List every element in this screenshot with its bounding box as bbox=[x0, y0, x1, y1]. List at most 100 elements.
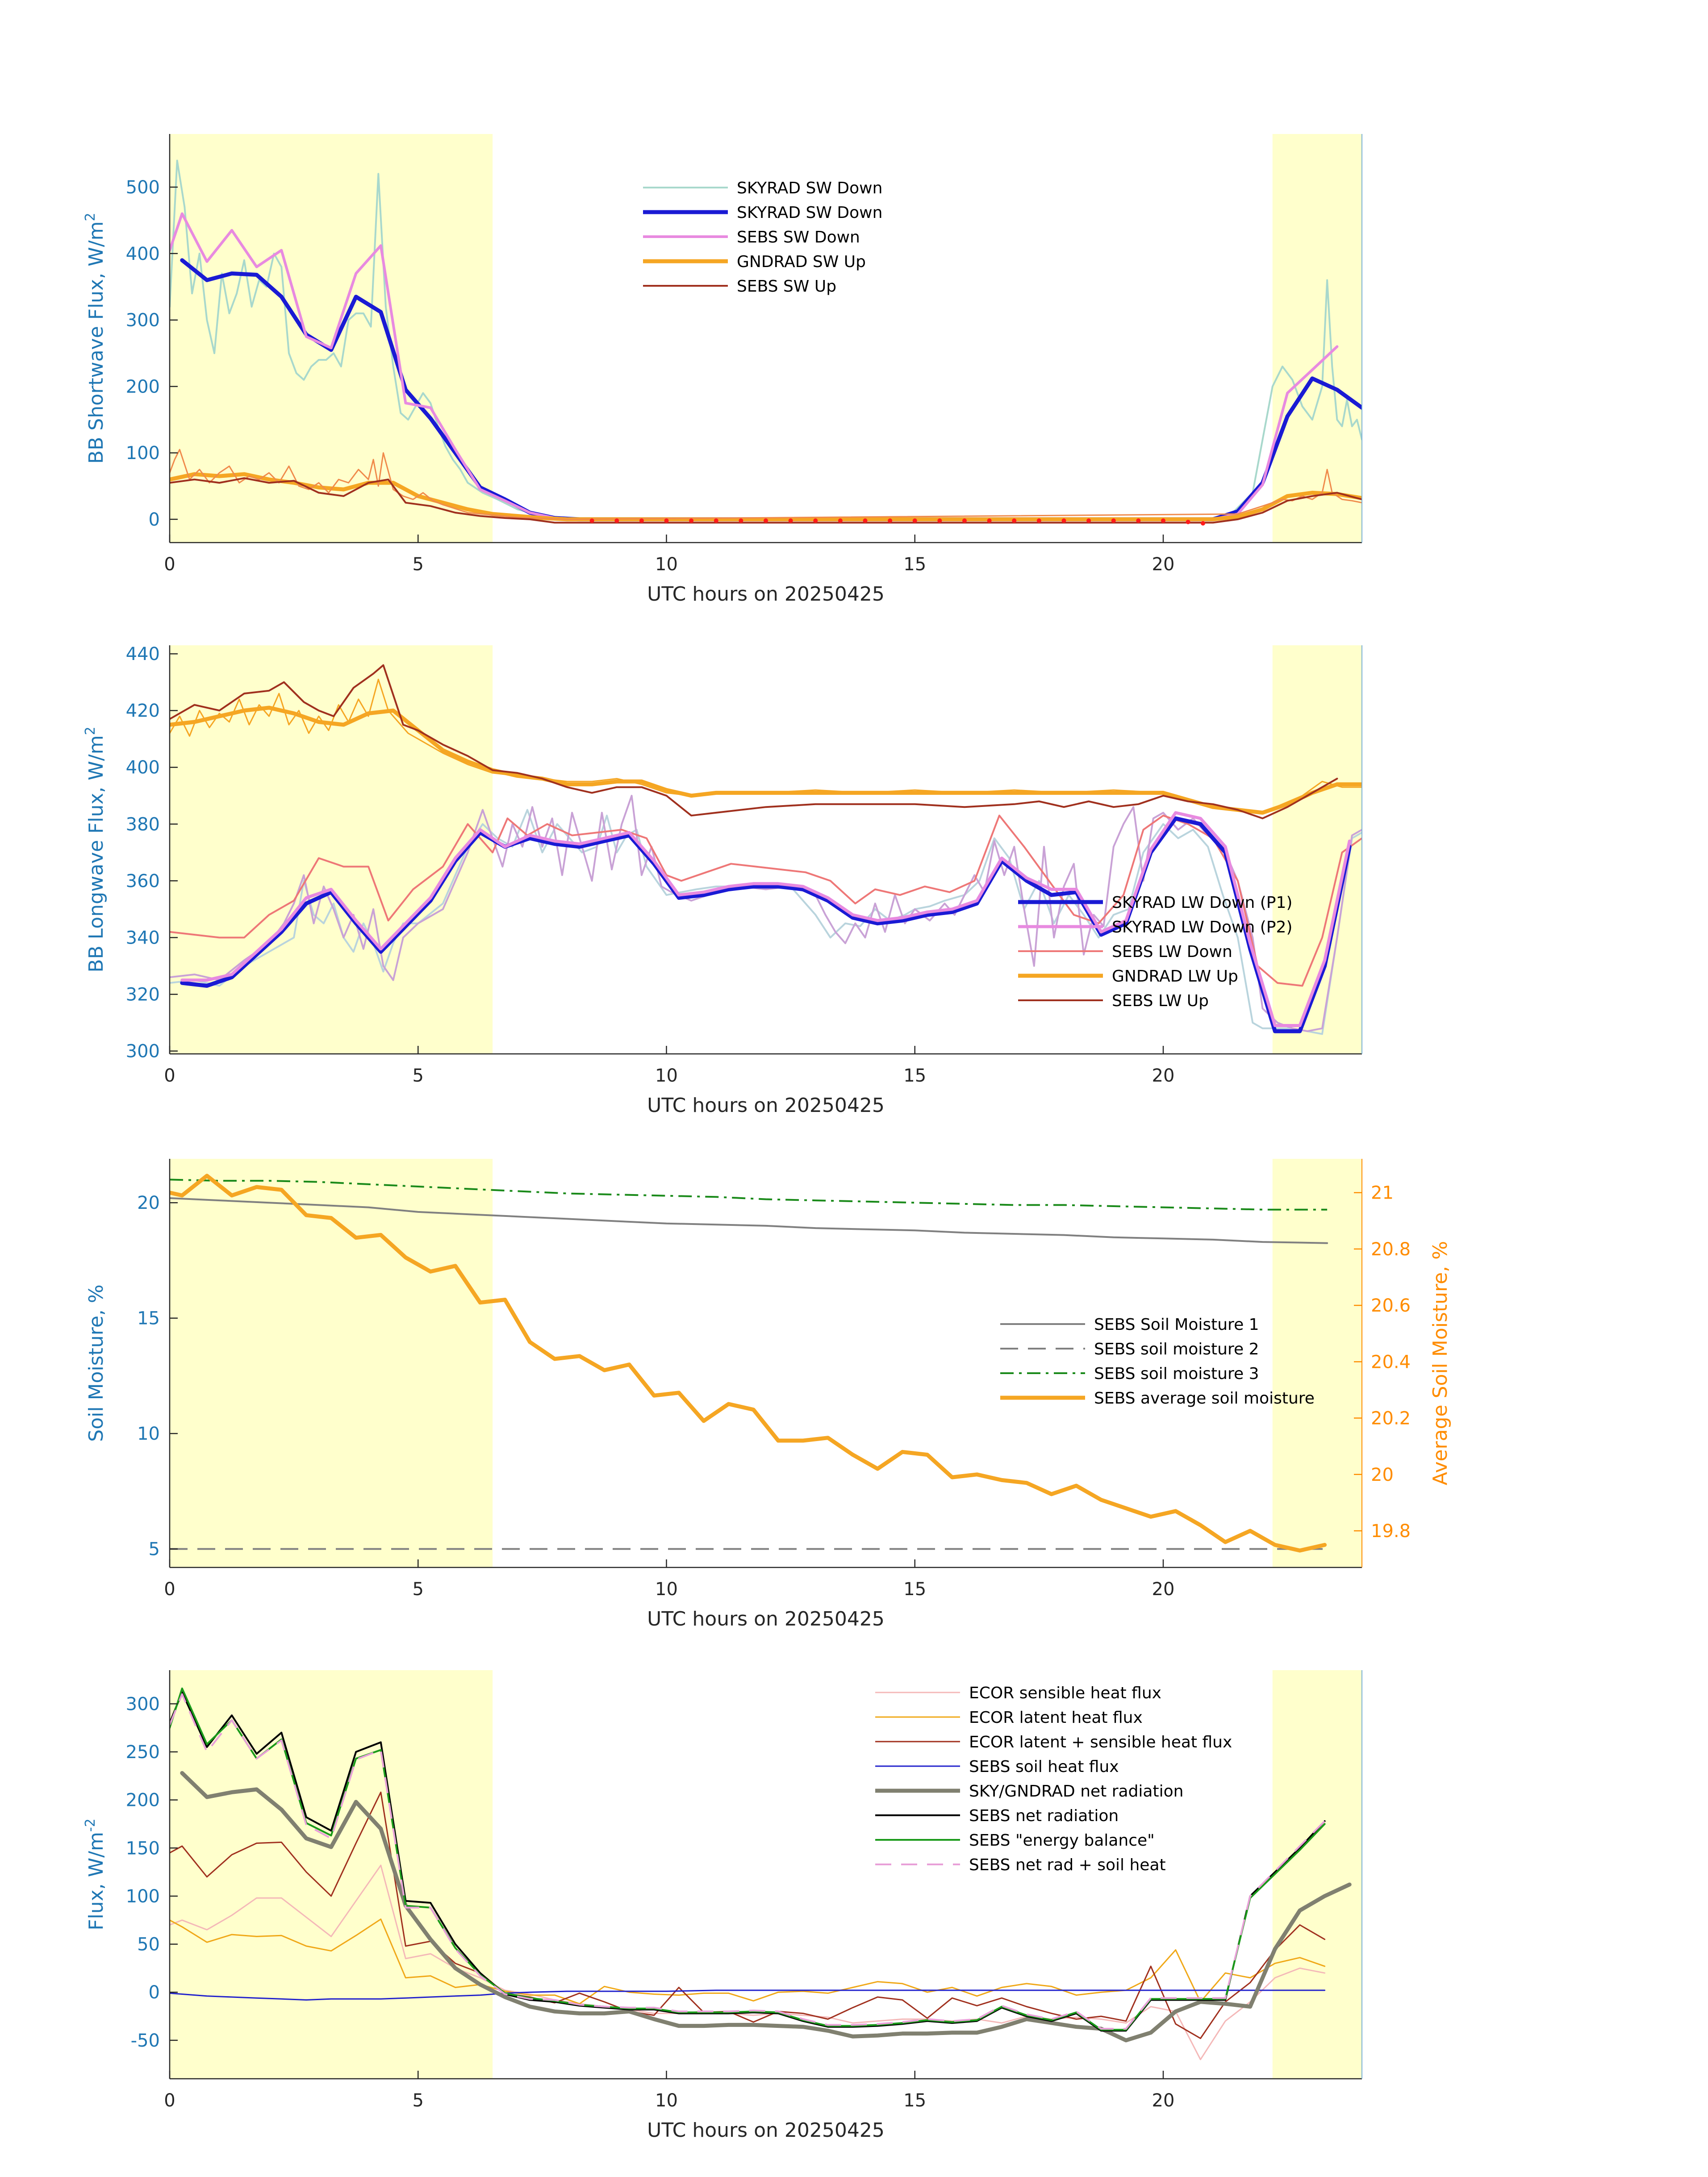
plot-area bbox=[170, 664, 1362, 1035]
daylight-band bbox=[170, 1159, 493, 1567]
y-axis-label-text: Flux, W/m bbox=[85, 1832, 108, 1930]
daylight-band bbox=[1272, 1159, 1362, 1567]
y-axis-label: Soil Moisture, % bbox=[85, 1284, 108, 1442]
series-sky-gndrad-net-radiation bbox=[180, 1771, 1352, 2043]
series-sebs-sw-up-point bbox=[1111, 518, 1116, 523]
legend-label: SKYRAD LW Down (P1) bbox=[1112, 894, 1292, 912]
series-ecor-sensible-heat-flux bbox=[170, 1864, 1326, 2060]
y-tick-label: 200 bbox=[126, 1790, 160, 1811]
series-sebs-sw-up-point bbox=[739, 518, 743, 523]
y-tick-label: 100 bbox=[126, 443, 160, 464]
x-tick-label: 15 bbox=[903, 554, 926, 575]
y-axis-label: BB Shortwave Flux, W/m2 bbox=[83, 213, 108, 464]
x-tick-label: 5 bbox=[413, 1579, 424, 1600]
legend-label: SEBS Soil Moisture 1 bbox=[1094, 1316, 1259, 1334]
legend-label: SEBS SW Up bbox=[737, 277, 836, 296]
y-right-tick-label: 21 bbox=[1371, 1183, 1394, 1203]
x-tick-label: 10 bbox=[655, 2090, 678, 2111]
y-tick-label: 440 bbox=[126, 644, 160, 664]
y-right-tick-label: 20.8 bbox=[1371, 1239, 1411, 1260]
daylight-band bbox=[170, 1670, 493, 2079]
y-tick-label: 300 bbox=[126, 1041, 160, 1062]
legend-label: SEBS LW Up bbox=[1112, 992, 1209, 1010]
series-sebs-sw-up-point bbox=[1086, 518, 1091, 523]
daylight-band bbox=[170, 134, 493, 543]
series-sebs-sw-up-point bbox=[912, 518, 917, 523]
y-axis-label-superscript: 2 bbox=[83, 213, 98, 221]
series-sebs-sw-up-point bbox=[1201, 521, 1205, 526]
plot-area bbox=[170, 159, 1362, 526]
legend: SEBS Soil Moisture 1 SEBS soil moisture 2… bbox=[1000, 1316, 1315, 1408]
y-tick-label: 20 bbox=[137, 1193, 160, 1213]
legend-label: SKYRAD LW Down (P2) bbox=[1112, 918, 1292, 936]
y-tick-label: 100 bbox=[126, 1886, 160, 1907]
legend: ECOR sensible heat flux ECOR latent heat … bbox=[875, 1684, 1232, 1874]
series-sebs-sw-up-point bbox=[689, 518, 694, 523]
series-sebs-sw-up-point bbox=[863, 518, 868, 523]
legend-label: SEBS net rad + soil heat bbox=[969, 1856, 1166, 1874]
x-tick-label: 15 bbox=[903, 1066, 926, 1086]
series-sebs-sw-up-point bbox=[1061, 518, 1066, 523]
x-axis-label: UTC hours on 20250425 bbox=[647, 1608, 885, 1630]
legend-label: SEBS soil moisture 3 bbox=[1094, 1365, 1259, 1383]
y-tick-label: 0 bbox=[149, 1982, 160, 2003]
y-axis-label-text: BB Longwave Flux, W/m bbox=[85, 735, 108, 973]
y-right-tick-label: 20.4 bbox=[1371, 1352, 1411, 1372]
y-tick-label: -50 bbox=[131, 2031, 160, 2051]
y-tick-label: 420 bbox=[126, 701, 160, 721]
y-tick-label: 500 bbox=[126, 177, 160, 198]
series-sebs-sw-up-point bbox=[639, 518, 644, 523]
legend-label: SEBS average soil moisture bbox=[1094, 1389, 1315, 1408]
legend-label: SEBS soil heat flux bbox=[969, 1758, 1119, 1776]
legend: SKYRAD LW Down (P1) SKYRAD LW Down (P2) SE… bbox=[1018, 894, 1292, 1010]
series-skyrad-sw-down bbox=[170, 159, 1362, 520]
plot-area bbox=[170, 1687, 1352, 2060]
x-tick-label: 10 bbox=[655, 1066, 678, 1086]
y-tick-label: 300 bbox=[126, 1694, 160, 1714]
x-tick-label: 20 bbox=[1152, 2090, 1175, 2111]
x-axis-label: UTC hours on 20250425 bbox=[647, 1094, 885, 1117]
legend-label: GNDRAD SW Up bbox=[737, 253, 866, 271]
series-sebs-sw-up-point bbox=[614, 518, 619, 523]
legend: SKYRAD SW Down SKYRAD SW Down SEBS SW Down… bbox=[643, 179, 882, 296]
x-tick-label: 5 bbox=[413, 554, 424, 575]
x-tick-label: 0 bbox=[164, 1066, 175, 1086]
y-tick-label: 200 bbox=[126, 376, 160, 397]
plot-area bbox=[170, 1174, 1328, 1553]
y-axis-label: BB Longwave Flux, W/m2 bbox=[83, 727, 108, 973]
y-axis-label-text: BB Shortwave Flux, W/m bbox=[85, 221, 108, 464]
panel-lw: 0 5 10 15 20 UTC hours on 20250425 300 320 340 36… bbox=[83, 644, 1362, 1117]
daylight-band bbox=[1272, 1670, 1362, 2079]
x-tick-label: 10 bbox=[655, 1579, 678, 1600]
series-gndrad-sw-up bbox=[170, 472, 1362, 522]
legend-label: SEBS net radiation bbox=[969, 1807, 1119, 1825]
y-tick-label: 380 bbox=[126, 814, 160, 835]
y-axis-label-superscript: 2 bbox=[83, 727, 98, 735]
y-axis-label-superscript: -2 bbox=[83, 1818, 98, 1832]
y-tick-label: 15 bbox=[137, 1308, 160, 1329]
series-sebs-sw-up-point bbox=[788, 518, 793, 523]
legend-label: ECOR latent heat flux bbox=[969, 1709, 1143, 1727]
y-right-tick-label: 19.8 bbox=[1371, 1521, 1411, 1542]
series-sebs-lw-up bbox=[170, 664, 1338, 819]
series-sebs-sw-up-point bbox=[664, 518, 669, 523]
legend-label: SEBS LW Down bbox=[1112, 943, 1232, 961]
x-tick-label: 15 bbox=[903, 2090, 926, 2111]
y-axis-label: Flux, W/m-2 bbox=[83, 1818, 108, 1930]
series-skyrad-lw-down-p1 bbox=[180, 816, 1352, 1033]
series-sebs-soil-moisture-1 bbox=[170, 1197, 1328, 1244]
y-tick-label: 360 bbox=[126, 871, 160, 891]
x-tick-label: 15 bbox=[903, 1579, 926, 1600]
series-sebs-sw-up-point bbox=[813, 518, 818, 523]
series-gndrad-lw-up-raw bbox=[170, 678, 1362, 814]
legend-label: SKY/GNDRAD net radiation bbox=[969, 1782, 1183, 1801]
series-sebs-sw-up-point bbox=[714, 518, 718, 523]
y-tick-label: 250 bbox=[126, 1742, 160, 1763]
x-tick-label: 20 bbox=[1152, 1066, 1175, 1086]
y-right-tick-label: 20 bbox=[1371, 1465, 1394, 1485]
y-tick-label: 400 bbox=[126, 244, 160, 264]
series-sebs-net-rad-soil-heat bbox=[170, 1693, 1326, 2030]
x-tick-label: 5 bbox=[413, 2090, 424, 2111]
series-sebs-sw-up-point bbox=[1161, 518, 1165, 523]
